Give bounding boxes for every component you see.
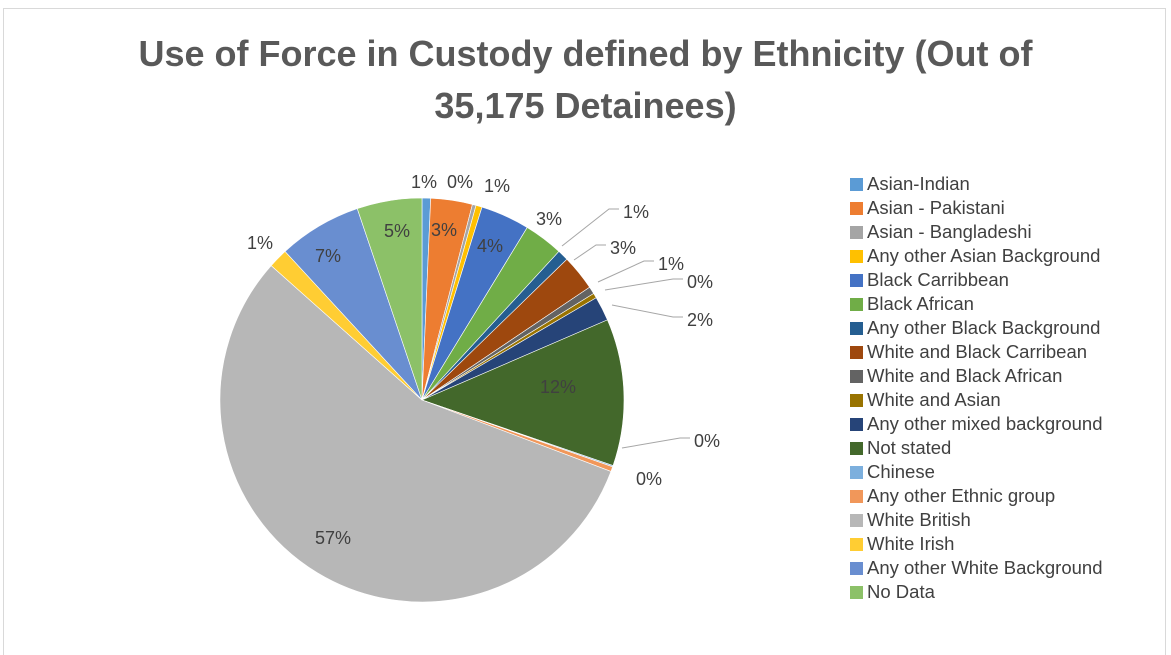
legend-label: Not stated xyxy=(867,437,952,458)
legend-swatch xyxy=(850,513,863,527)
data-label: 12% xyxy=(540,377,576,397)
legend-swatch xyxy=(850,345,863,359)
data-label: 0% xyxy=(687,272,713,292)
data-label: 57% xyxy=(315,528,351,548)
legend-label: Asian - Pakistani xyxy=(867,197,1005,218)
legend-swatch xyxy=(850,417,863,431)
legend-label: Asian - Bangladeshi xyxy=(867,221,1032,242)
chart-title: Use of Force in Custody defined by Ethni… xyxy=(0,28,1171,132)
legend-label: Black Carribbean xyxy=(867,269,1009,290)
legend-label: Any other Ethnic group xyxy=(867,485,1056,506)
legend-item: White and Asian xyxy=(850,388,1103,412)
legend-swatch xyxy=(850,177,863,191)
data-label: 1% xyxy=(411,172,437,192)
legend-item: Asian-Indian xyxy=(850,172,1103,196)
legend-label: Black African xyxy=(867,293,974,314)
legend-item: Asian - Bangladeshi xyxy=(850,220,1103,244)
legend-item: Chinese xyxy=(850,460,1103,484)
legend-item: White Irish xyxy=(850,532,1103,556)
legend-label: Asian-Indian xyxy=(867,173,970,194)
data-label: 1% xyxy=(658,254,684,274)
legend-swatch xyxy=(850,369,863,383)
pie-slice-white-british xyxy=(219,265,612,603)
legend-label: White and Black Carribean xyxy=(867,341,1088,362)
legend-swatch xyxy=(850,441,863,455)
legend-label: Any other Black Background xyxy=(867,317,1101,338)
legend-label: Any other White Background xyxy=(867,557,1103,578)
legend-item: Any other mixed background xyxy=(850,412,1103,436)
legend-swatch xyxy=(850,273,863,287)
legend-swatch xyxy=(850,585,863,599)
legend-item: White and Black Carribean xyxy=(850,340,1103,364)
chart-legend: Asian-Indian Asian - Pakistani Asian - Ban… xyxy=(850,172,1103,604)
data-label: 4% xyxy=(477,236,503,256)
leader-line xyxy=(611,304,683,318)
leader-line xyxy=(621,437,690,449)
legend-item: White British xyxy=(850,508,1103,532)
legend-item: White and Black African xyxy=(850,364,1103,388)
data-label: 3% xyxy=(431,220,457,240)
legend-label: White and Black African xyxy=(867,365,1063,386)
pie-slice-no-data xyxy=(356,197,423,401)
legend-item: Not stated xyxy=(850,436,1103,460)
legend-label: White and Asian xyxy=(867,389,1001,410)
data-label: 2% xyxy=(687,310,713,330)
data-label: 1% xyxy=(484,176,510,196)
data-label: 5% xyxy=(384,221,410,241)
legend-label: Chinese xyxy=(867,461,935,482)
legend-item: No Data xyxy=(850,580,1103,604)
legend-swatch xyxy=(850,225,863,239)
legend-swatch xyxy=(850,465,863,479)
chart-title-line-1: Use of Force in Custody defined by Ethni… xyxy=(138,33,1033,74)
legend-label: Any other mixed background xyxy=(867,413,1103,434)
data-label: 3% xyxy=(610,238,636,258)
legend-item: Any other White Background xyxy=(850,556,1103,580)
pie-slice-not-stated xyxy=(421,319,625,466)
legend-item: Any other Asian Background xyxy=(850,244,1103,268)
legend-label: Any other Asian Background xyxy=(867,245,1101,266)
data-label: 3% xyxy=(536,209,562,229)
data-label: 0% xyxy=(636,469,662,489)
legend-item: Asian - Pakistani xyxy=(850,196,1103,220)
legend-item: Any other Ethnic group xyxy=(850,484,1103,508)
data-label: 1% xyxy=(247,233,273,253)
chart-title-line-2: 35,175 Detainees) xyxy=(434,85,737,126)
legend-item: Black African xyxy=(850,292,1103,316)
legend-swatch xyxy=(850,393,863,407)
legend-swatch xyxy=(850,297,863,311)
legend-item: Black Carribbean xyxy=(850,268,1103,292)
leader-line xyxy=(561,208,619,247)
legend-swatch xyxy=(850,321,863,335)
leader-line xyxy=(597,260,654,283)
data-label: 0% xyxy=(447,172,473,192)
legend-label: White British xyxy=(867,509,971,530)
legend-swatch xyxy=(850,537,863,551)
leader-line xyxy=(573,244,606,261)
legend-swatch xyxy=(850,201,863,215)
legend-swatch xyxy=(850,561,863,575)
legend-label: White Irish xyxy=(867,533,955,554)
legend-label: No Data xyxy=(867,581,935,602)
legend-swatch xyxy=(850,249,863,263)
data-label: 0% xyxy=(694,431,720,451)
leader-line xyxy=(604,278,683,291)
data-label: 1% xyxy=(623,202,649,222)
legend-swatch xyxy=(850,489,863,503)
legend-item: Any other Black Background xyxy=(850,316,1103,340)
data-label: 7% xyxy=(315,246,341,266)
